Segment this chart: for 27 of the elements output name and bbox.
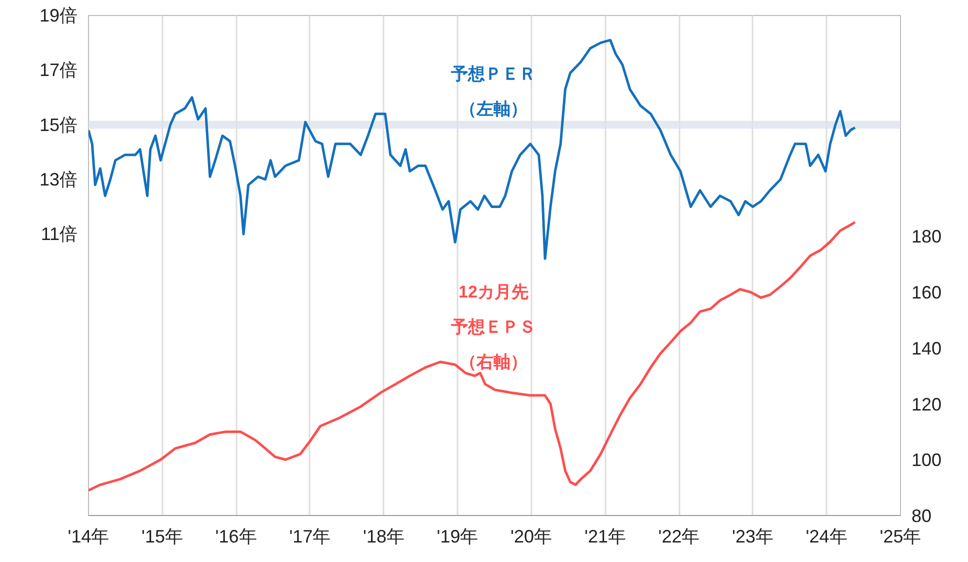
x-tick-label: '19年 bbox=[436, 526, 478, 546]
x-tick-label: '14年 bbox=[68, 526, 110, 546]
line-series bbox=[88, 220, 856, 492]
y2-tick-label: 100 bbox=[912, 450, 942, 470]
x-tick-label: '18年 bbox=[363, 526, 404, 546]
x-tick-label: '24年 bbox=[806, 526, 848, 546]
y-tick-label: 17倍 bbox=[39, 60, 78, 80]
x-tick-label: '25年 bbox=[880, 526, 922, 546]
x-tick-label: '21年 bbox=[584, 526, 626, 546]
y2-tick-label: 80 bbox=[912, 506, 932, 526]
y2-tick-label: 180 bbox=[912, 226, 942, 247]
x-tick-label: '22年 bbox=[658, 526, 700, 546]
x-tick-label: '20年 bbox=[510, 526, 552, 546]
y-tick-label: 15倍 bbox=[39, 114, 78, 135]
y-tick-label: 13倍 bbox=[39, 169, 78, 190]
x-tick-label: '17年 bbox=[289, 526, 331, 546]
series-label: 予想ＰＥＲ（左軸） bbox=[450, 64, 536, 118]
y2-tick-label: 140 bbox=[912, 338, 942, 358]
x-tick-label: '23年 bbox=[732, 526, 774, 546]
y2-tick-label: 160 bbox=[912, 282, 942, 303]
y-tick-label: 11倍 bbox=[40, 224, 78, 244]
x-tick-label: '16年 bbox=[215, 526, 257, 546]
x-tick-label: '15年 bbox=[142, 526, 184, 546]
series-label: 12カ月先予想ＥＰＳ（右軸） bbox=[450, 282, 536, 372]
line-series bbox=[88, 38, 856, 260]
y-tick-label: 19倍 bbox=[39, 6, 78, 26]
y2-tick-label: 120 bbox=[912, 394, 942, 414]
